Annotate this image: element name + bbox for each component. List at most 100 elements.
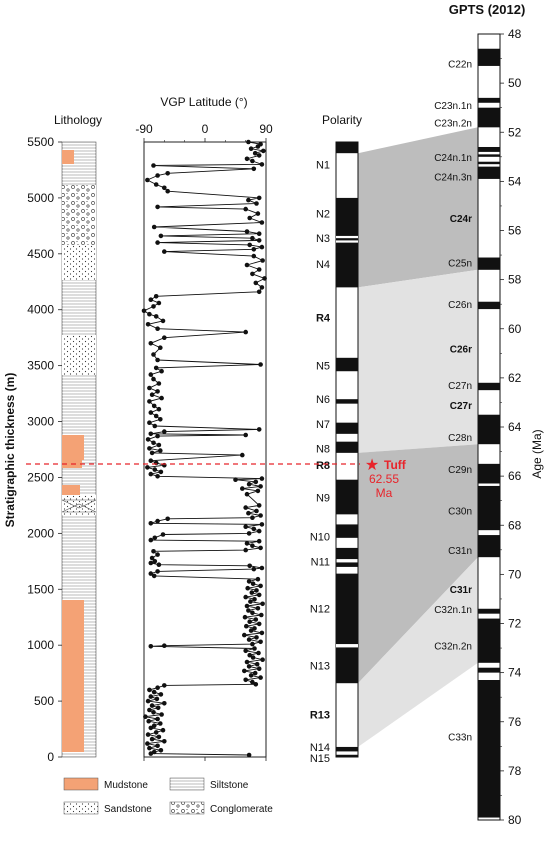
- vgp-point: [162, 429, 167, 434]
- vgp-point: [245, 585, 250, 591]
- vgp-point: [148, 725, 154, 731]
- vgp-point: [248, 599, 253, 604]
- vgp-point: [158, 469, 164, 475]
- vgp-point: [250, 655, 256, 660]
- vgp-point: [256, 538, 262, 544]
- vgp-point: [151, 710, 156, 715]
- vgp-point: [252, 646, 257, 651]
- normal-chron: [478, 301, 500, 310]
- normal-chron: [478, 414, 500, 445]
- normal-polarity-zone: [336, 547, 358, 560]
- vgp-point: [244, 603, 250, 609]
- vgp-point: [246, 481, 252, 487]
- reversed-polarity-band: [336, 240, 358, 243]
- vgp-point: [250, 235, 255, 241]
- vgp-point: [151, 403, 157, 409]
- vgp-point: [248, 146, 254, 151]
- vgp-point: [258, 583, 263, 589]
- reversed-polarity-band: [336, 644, 358, 648]
- vgp-point: [162, 739, 167, 744]
- vgp-point: [162, 185, 167, 191]
- vgp-point: [255, 606, 261, 611]
- legend-label-sandstone: Sandstone: [104, 804, 152, 815]
- vgp-point: [259, 162, 265, 167]
- chron-label: C24r: [450, 214, 472, 225]
- vgp-point: [250, 581, 256, 586]
- vgp-point: [250, 610, 255, 616]
- vgp-point: [151, 549, 156, 554]
- vgp-point: [246, 579, 252, 584]
- polarity-zone-label: R13: [310, 710, 330, 722]
- vgp-point: [145, 437, 151, 442]
- chron-label: C27n: [448, 381, 472, 392]
- vgp-point: [244, 623, 249, 629]
- x-tick-label: -90: [135, 122, 153, 136]
- vgp-point: [156, 406, 162, 412]
- vgp-point: [141, 308, 147, 314]
- normal-polarity-zone: [336, 573, 358, 684]
- lithology-title: Lithology: [54, 113, 102, 127]
- vgp-point: [146, 718, 151, 724]
- normal-chron: [478, 463, 500, 484]
- vgp-point: [246, 510, 251, 516]
- chron-label: C26r: [450, 344, 472, 355]
- vgp-point: [148, 537, 154, 543]
- vgp-point: [259, 565, 265, 571]
- vgp-point: [256, 666, 262, 671]
- vgp-point: [153, 413, 159, 419]
- vgp-point: [159, 712, 164, 717]
- chron-label: C33n: [448, 732, 472, 743]
- vgp-point: [148, 694, 154, 699]
- vgp-point: [243, 206, 248, 212]
- normal-polarity-zone: [336, 562, 358, 567]
- vgp-point: [258, 639, 263, 645]
- normal-chron: [478, 618, 500, 663]
- age-tick-label: 52: [508, 125, 522, 139]
- vgp-point: [160, 318, 166, 324]
- vgp-point: [256, 592, 262, 598]
- y-tick-label: 4000: [27, 303, 54, 317]
- vgp-point: [152, 423, 158, 429]
- vgp-point: [246, 637, 252, 642]
- y-tick-label: 1500: [27, 582, 54, 596]
- vgp-point: [246, 531, 252, 536]
- legend-label-mudstone: Mudstone: [104, 780, 148, 791]
- normal-polarity-zone: [336, 197, 358, 288]
- chron-label: C24n.3n: [434, 172, 472, 183]
- vgp-point: [151, 304, 156, 309]
- age-tick-label: 56: [508, 224, 522, 238]
- vgp-point: [251, 566, 257, 572]
- vgp-point: [149, 392, 155, 398]
- vgp-point: [242, 632, 247, 638]
- vgp-point: [254, 588, 259, 593]
- normal-chron: [478, 146, 500, 152]
- chron-label: C25n: [448, 258, 472, 269]
- vgp-point: [148, 341, 154, 346]
- age-tick-label: 76: [508, 715, 522, 729]
- vgp-point: [158, 448, 163, 453]
- normal-chron: [478, 161, 500, 165]
- vgp-point: [155, 685, 160, 690]
- age-tick-label: 72: [508, 617, 522, 631]
- vgp-point: [259, 285, 265, 290]
- vgp-point: [147, 399, 152, 404]
- vgp-point: [242, 614, 248, 620]
- vgp-point: [147, 745, 152, 751]
- vgp-point: [151, 723, 157, 728]
- vgp-point: [149, 703, 155, 708]
- vgp-point: [256, 289, 262, 295]
- gpts-title: GPTS (2012): [449, 2, 526, 17]
- legend-label-siltstone: Siltstone: [210, 780, 249, 791]
- age-tick-label: 54: [508, 174, 522, 188]
- y-tick-label: 4500: [27, 247, 54, 261]
- vgp-point: [148, 410, 154, 415]
- age-tick-label: 62: [508, 371, 522, 385]
- vgp-point: [159, 395, 164, 401]
- vgp-point: [154, 696, 160, 702]
- polarity-zone-label: N14: [310, 742, 330, 754]
- vgp-point: [155, 204, 160, 210]
- vgp-point: [259, 522, 265, 527]
- vgp-point: [151, 224, 157, 230]
- vgp-point: [153, 314, 159, 319]
- vgp-point: [258, 513, 263, 518]
